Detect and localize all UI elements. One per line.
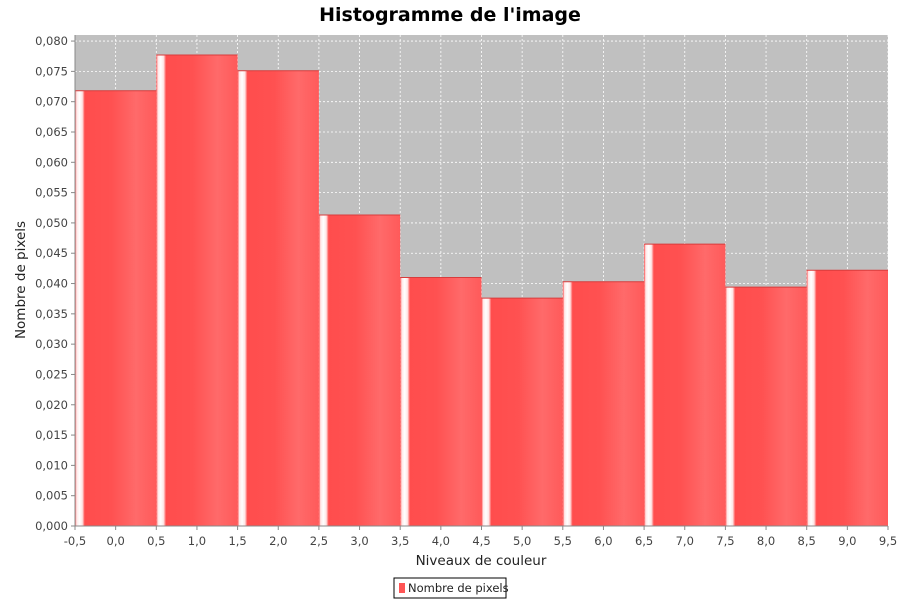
x-tick-label-0: -0,5 xyxy=(64,534,86,548)
bar-3 xyxy=(318,215,401,527)
x-tick-label-10: 4,5 xyxy=(472,534,490,548)
y-tick-label-2: 0,010 xyxy=(35,458,68,472)
legend: Nombre de pixels xyxy=(393,577,509,599)
bar-1 xyxy=(156,55,238,527)
y-tick-label-15: 0,075 xyxy=(35,64,68,78)
y-tick-label-9: 0,045 xyxy=(35,246,68,260)
bar-5 xyxy=(481,298,563,526)
bar-2 xyxy=(237,70,319,527)
chart-title: Histogramme de l'image xyxy=(319,4,581,26)
y-tick-label-12: 0,060 xyxy=(35,155,68,169)
x-tick-label-6: 2,5 xyxy=(310,534,328,548)
y-tick-label-16: 0,080 xyxy=(35,34,68,48)
y-tick-label-0: 0,000 xyxy=(35,519,68,533)
y-tick-label-14: 0,070 xyxy=(35,95,68,109)
x-tick-label-15: 7,0 xyxy=(676,534,694,548)
bar-6 xyxy=(562,281,645,526)
x-tick-label-3: 1,0 xyxy=(188,534,206,548)
x-tick-label-9: 4,0 xyxy=(432,534,450,548)
x-tick-label-11: 5,0 xyxy=(513,534,531,548)
x-tick-label-5: 2,0 xyxy=(269,534,287,548)
y-tick-label-3: 0,015 xyxy=(35,428,68,442)
legend-label: Nombre de pixels xyxy=(408,581,509,595)
bar-9 xyxy=(806,270,888,526)
x-tick-labels: -0,5 0,0 0,5 1,0 1,5 2,0 2,5 3,0 3,5 4,0 4,5 5,0 5,5… xyxy=(64,526,897,548)
y-tick-label-11: 0,055 xyxy=(35,186,68,200)
y-tick-label-7: 0,035 xyxy=(35,307,68,321)
x-tick-label-8: 3,5 xyxy=(391,534,409,548)
x-tick-label-2: 0,5 xyxy=(147,534,165,548)
bar-4 xyxy=(400,277,482,526)
x-tick-label-16: 7,5 xyxy=(716,534,734,548)
legend-box xyxy=(393,577,507,599)
x-tick-label-13: 6,0 xyxy=(594,534,612,548)
legend-swatch xyxy=(399,583,405,593)
x-tick-label-1: 0,0 xyxy=(107,534,125,548)
x-tick-label-20: 9,5 xyxy=(879,534,897,548)
x-tick-label-7: 3,0 xyxy=(350,534,368,548)
y-tick-labels: 0,000 0,005 0,010 0,015 0,020 0,025 0,030 0,035… xyxy=(35,34,75,533)
y-tick-label-6: 0,030 xyxy=(35,337,68,351)
x-tick-label-18: 8,5 xyxy=(798,534,816,548)
x-tick-label-17: 8,0 xyxy=(757,534,775,548)
y-tick-label-8: 0,040 xyxy=(35,277,68,291)
x-tick-label-19: 9,0 xyxy=(838,534,856,548)
bar-7 xyxy=(644,244,726,526)
bars xyxy=(75,54,888,527)
x-tick-label-14: 6,5 xyxy=(635,534,653,548)
y-tick-label-5: 0,025 xyxy=(35,367,68,381)
x-tick-label-12: 5,5 xyxy=(554,534,572,548)
y-tick-label-4: 0,020 xyxy=(35,398,68,412)
y-tick-label-13: 0,065 xyxy=(35,125,68,139)
x-axis-label: Niveaux de couleur xyxy=(416,553,547,569)
bar-8 xyxy=(725,287,807,526)
y-tick-label-10: 0,050 xyxy=(35,216,68,230)
y-axis-label: Nombre de pixels xyxy=(13,221,29,339)
x-tick-label-4: 1,5 xyxy=(228,534,246,548)
bar-0 xyxy=(75,90,157,527)
y-tick-label-1: 0,005 xyxy=(35,489,68,503)
